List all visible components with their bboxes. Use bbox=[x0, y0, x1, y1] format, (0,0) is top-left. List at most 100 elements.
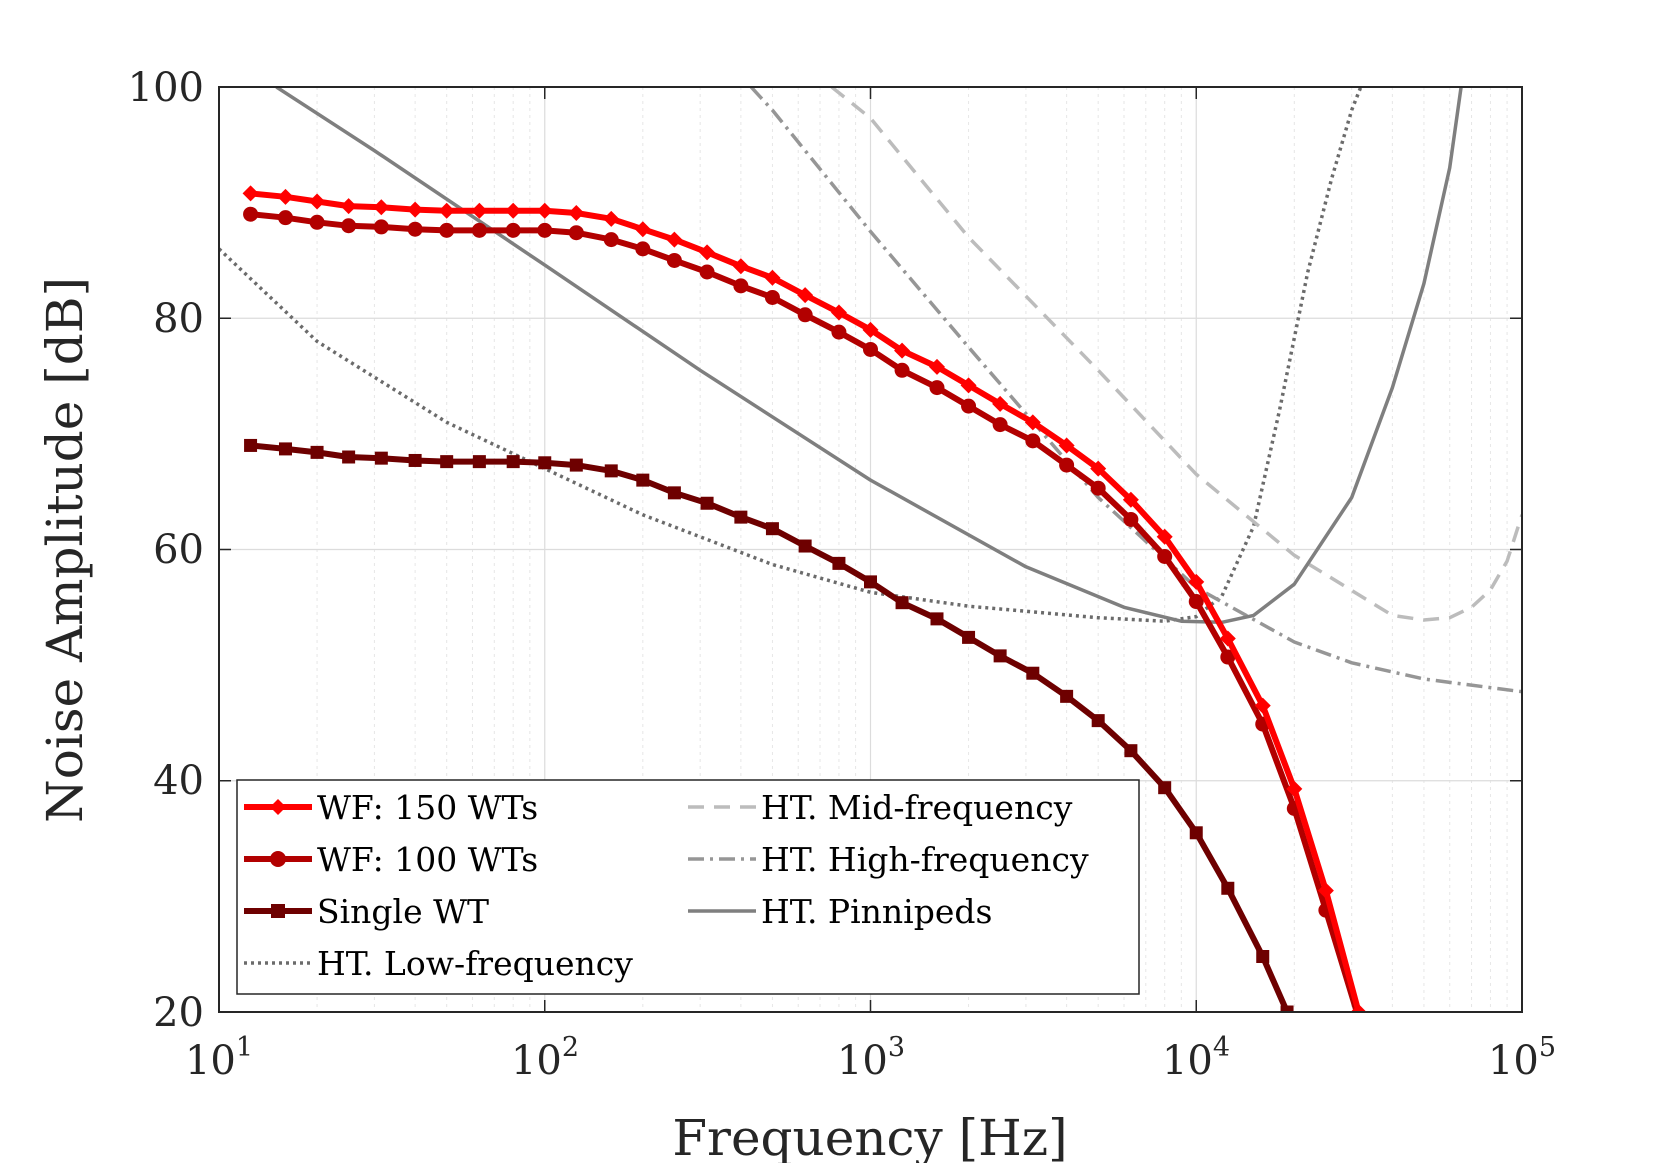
x-tick-exponent: 5 bbox=[1539, 1032, 1556, 1063]
data-point-square bbox=[1158, 781, 1172, 795]
x-tick-label: 104 bbox=[1162, 1032, 1230, 1084]
x-tick-exponent: 2 bbox=[562, 1032, 579, 1063]
y-tick-label: 60 bbox=[153, 527, 204, 573]
data-point-diamond bbox=[960, 377, 977, 394]
series-ht-pinnipeds bbox=[275, 87, 1463, 625]
series-line bbox=[749, 87, 1522, 694]
data-point-diamond bbox=[1254, 697, 1271, 714]
data-point-square bbox=[310, 445, 324, 459]
data-point-square bbox=[1280, 1005, 1294, 1012]
data-point-square bbox=[244, 438, 258, 452]
data-point-square bbox=[408, 453, 422, 467]
x-tick-base: 10 bbox=[837, 1038, 888, 1084]
data-point-square bbox=[1026, 666, 1040, 680]
legend-swatch-square-marker bbox=[271, 904, 285, 918]
legend-swatch-circle-marker bbox=[270, 851, 286, 867]
data-point-diamond bbox=[732, 258, 749, 275]
data-point-circle bbox=[243, 206, 259, 222]
legend-entry: HT. Mid-frequency bbox=[688, 788, 1073, 827]
data-point-diamond bbox=[1317, 882, 1334, 899]
data-point-square bbox=[278, 442, 292, 456]
data-point-diamond bbox=[1122, 491, 1139, 508]
data-point-circle bbox=[1025, 433, 1041, 449]
data-point-circle bbox=[1157, 548, 1173, 564]
data-point-square bbox=[506, 455, 520, 469]
data-point-circle bbox=[439, 222, 455, 238]
x-tick-exponent: 4 bbox=[1213, 1032, 1230, 1063]
series-single-wt bbox=[244, 438, 1294, 1012]
x-tick-exponent: 3 bbox=[888, 1032, 905, 1063]
data-point-diamond bbox=[894, 342, 911, 359]
data-point-diamond bbox=[407, 201, 424, 218]
data-point-square bbox=[700, 496, 714, 510]
data-point-diamond bbox=[1188, 573, 1205, 590]
data-point-square bbox=[569, 458, 583, 472]
data-point-circle bbox=[961, 398, 977, 414]
series-wf-100-wts bbox=[243, 206, 1364, 1012]
data-point-diamond bbox=[992, 395, 1009, 412]
data-point-square bbox=[636, 473, 650, 487]
data-point-diamond bbox=[764, 269, 781, 286]
data-point-square bbox=[374, 451, 388, 465]
data-point-circle bbox=[373, 219, 389, 235]
data-point-diamond bbox=[830, 304, 847, 321]
data-point-square bbox=[1189, 826, 1203, 840]
data-point-diamond bbox=[1350, 1004, 1367, 1012]
x-tick-base: 10 bbox=[185, 1038, 236, 1084]
data-point-circle bbox=[635, 241, 651, 257]
axis-ticks bbox=[218, 86, 1523, 1013]
series-wf-150-wts bbox=[242, 185, 1367, 1012]
x-tick-exponent: 1 bbox=[236, 1032, 253, 1063]
legend-label: HT. High-frequency bbox=[761, 840, 1089, 879]
data-point-circle bbox=[568, 225, 584, 241]
data-point-diamond bbox=[471, 202, 488, 219]
legend-entry: HT. Low-frequency bbox=[244, 944, 633, 983]
data-point-circle bbox=[1090, 480, 1106, 496]
data-point-circle bbox=[797, 307, 813, 323]
data-point-circle bbox=[407, 221, 423, 237]
data-point-square bbox=[440, 455, 454, 469]
legend-label: HT. Mid-frequency bbox=[761, 788, 1073, 827]
legend-entry: HT. Pinnipeds bbox=[688, 892, 992, 931]
data-point-circle bbox=[277, 210, 293, 226]
data-point-diamond bbox=[1286, 780, 1303, 797]
legend-label: HT. Low-frequency bbox=[317, 944, 633, 983]
data-point-square bbox=[895, 596, 909, 610]
data-point-square bbox=[667, 486, 681, 500]
legend: WF: 150 WTs WF: 100 WTs Single WT HT. Lo… bbox=[236, 779, 1140, 995]
x-tick-base: 10 bbox=[1488, 1038, 1539, 1084]
data-point-square bbox=[1060, 689, 1074, 703]
data-point-circle bbox=[537, 222, 553, 238]
data-point-square bbox=[1221, 881, 1235, 895]
data-point-square bbox=[832, 556, 846, 570]
data-point-circle bbox=[764, 289, 780, 305]
data-point-diamond bbox=[666, 231, 683, 248]
data-point-circle bbox=[505, 222, 521, 238]
data-point-diamond bbox=[634, 221, 651, 238]
data-point-circle bbox=[992, 417, 1008, 433]
data-point-diamond bbox=[862, 321, 879, 338]
data-point-diamond bbox=[277, 188, 294, 205]
data-point-circle bbox=[1059, 457, 1075, 473]
data-point-diamond bbox=[536, 202, 553, 219]
legend-box bbox=[236, 779, 1140, 995]
data-point-circle bbox=[1123, 511, 1139, 527]
x-tick-label: 102 bbox=[511, 1032, 579, 1084]
legend-label: Single WT bbox=[317, 892, 489, 931]
data-point-diamond bbox=[242, 185, 259, 202]
data-point-diamond bbox=[1156, 528, 1173, 545]
data-point-square bbox=[798, 539, 812, 553]
y-axis-label: Noise Amplitude [dB] bbox=[36, 277, 94, 823]
y-tick-label: 100 bbox=[128, 65, 204, 111]
x-tick-label: 101 bbox=[185, 1032, 253, 1084]
legend-entry: HT. High-frequency bbox=[688, 840, 1089, 879]
data-point-square bbox=[342, 450, 356, 464]
data-point-diamond bbox=[928, 358, 945, 375]
y-tick-labels: 20 40 60 80 100 bbox=[128, 65, 204, 1036]
data-point-circle bbox=[1220, 649, 1236, 665]
legend-swatch-diamond-marker bbox=[270, 799, 286, 815]
data-point-circle bbox=[699, 264, 715, 280]
data-point-circle bbox=[733, 278, 749, 294]
x-axis-label: Frequency [Hz] bbox=[672, 1109, 1067, 1163]
data-point-diamond bbox=[797, 287, 814, 304]
